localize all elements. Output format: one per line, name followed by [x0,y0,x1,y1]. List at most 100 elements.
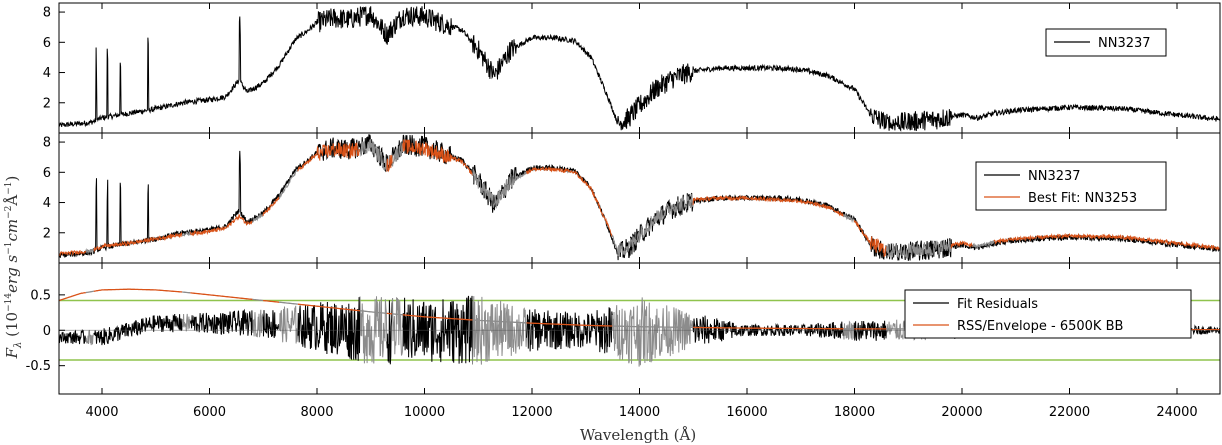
ytick-label-1-3: 8 [43,136,51,151]
series-line-1-seg-14 [526,166,613,238]
residual-line-seg-8 [297,296,361,361]
y-label-close: ) [3,176,21,182]
legend-0: NN3237 [1045,28,1167,57]
series-line-1-seg-3 [182,291,191,294]
panel-best-fit: 2 4 6 8 NN3237 Best Fit: NN3253 [43,132,1221,264]
residual-line-seg-0 [59,328,87,345]
ytick-label-0-1: 4 [43,66,51,81]
series-line-1-seg-0 [59,249,87,257]
series-line-1-seg-7 [278,168,299,200]
legend-2: Fit Residuals RSS/Envelope - 6500K BB [904,289,1192,339]
y-label-exp14: −14 [4,293,14,312]
series-line-1-seg-15 [611,193,694,257]
y-label-exp1: −1 [4,242,14,255]
residual-line-seg-4 [189,308,253,336]
ytick-label-2-2: 0.5 [30,288,51,303]
xtick-label-8: 20000 [941,405,982,420]
legend-label-1-0: NN3237 [1028,169,1081,184]
series-line-1-seg-8 [297,142,361,172]
series-line-1-seg-7 [278,301,299,305]
xtick-label-5: 14000 [619,405,660,420]
ytick-label-2-0: -0.5 [26,359,51,374]
residual-line-seg-7 [278,305,299,344]
legend-label-1-1: Best Fit: NN3253 [1028,191,1137,206]
residual-line-seg-18 [853,320,887,342]
xtick-label-4: 12000 [511,405,552,420]
residual-line-seg-2 [93,313,183,346]
series-line-1-seg-3 [181,230,191,237]
y-label-lambda: λ [13,342,24,349]
xtick-label-3: 10000 [404,405,445,420]
xtick-label-6: 16000 [726,405,767,420]
plot-area-0 [59,6,1220,132]
series-line-1-seg-12 [402,139,473,176]
series-line-1-seg-15 [612,325,694,329]
panel-residuals: -0.5 0 0.5 4000 6000 8000 10000 12000 14000 16000… [26,262,1221,420]
series-line-1-seg-16 [693,326,844,330]
residual-line-seg-15 [611,297,694,367]
series-line-1-seg-0 [59,291,86,302]
series-line-1-seg-2 [93,232,183,253]
residual-line-seg-14 [526,307,613,354]
y-axis-label: Fλ (10−14erg s−1cm−2Å−1) [3,176,24,360]
series-line-1-seg-16 [692,194,845,218]
ytick-label-1-2: 6 [43,166,51,181]
series-line-1-seg-11 [391,313,403,316]
series-line-1-seg-12 [402,314,473,321]
series-line-1-seg-4 [190,292,253,301]
y-label-exp2: −2 [4,206,14,219]
panel-frame-0 [58,2,1221,134]
series-line-1-seg-6 [262,196,280,217]
legend-1: NN3237 Best Fit: NN3253 [975,161,1167,211]
residual-line-seg-1 [85,329,95,346]
residual-line-seg-9 [359,296,388,364]
series-line-1-seg-22 [993,232,1220,251]
legend-label-0-0: NN3237 [1098,36,1151,51]
residual-line-seg-5 [251,309,264,338]
series-line-1-seg-4 [189,214,253,237]
legend-label-2-1: RSS/Envelope - 6500K BB [957,319,1123,334]
series-line-1-seg-10 [386,312,393,315]
plot-area-1 [59,134,1220,261]
series-line-1-seg-19 [885,239,952,259]
xtick-label-1: 6000 [193,405,226,420]
xtick-label-9: 22000 [1049,405,1090,420]
series-line-0-seg-0 [59,6,1220,132]
legend-box-1 [975,161,1167,211]
residual-line-seg-10 [386,300,393,365]
residual-line-seg-12 [402,295,473,365]
ytick-label-1-0: 2 [43,226,51,241]
legend-label-2-0: Fit Residuals [957,297,1038,312]
y-label-cm: cm [3,219,21,242]
series-line-1-seg-6 [262,299,280,303]
series-line-1-seg-20 [950,240,973,249]
residual-line-seg-17 [843,320,855,340]
series-line-1-seg-17 [843,213,855,224]
ytick-label-0-3: 8 [43,6,51,21]
panel-observed-spectrum: 2 4 6 8 NN3237 [43,2,1221,134]
residual-line-seg-6 [262,310,280,339]
series-line-1-seg-13 [472,168,527,209]
series-line-1-seg-1 [85,247,95,255]
legend-box-2 [904,289,1192,339]
y-label-open: (10 [3,312,21,342]
ytick-label-0-2: 6 [43,36,51,51]
y-label-f: F [3,347,21,359]
residual-line-seg-11 [391,297,404,356]
series-line-1-seg-8 [297,303,360,312]
series-line-1-seg-13 [472,319,527,324]
series-line-1-seg-10 [386,155,393,173]
ytick-label-1-1: 4 [43,196,51,211]
ytick-label-0-0: 2 [43,96,51,111]
series-line-1-seg-5 [251,213,264,224]
residual-line-seg-16 [692,315,844,344]
residual-line-seg-3 [181,313,191,332]
series-line-1-seg-2 [93,288,183,293]
series-line-1-seg-11 [391,141,404,167]
series-line-1-seg-1 [85,290,94,294]
series-line-1-seg-14 [526,322,613,327]
xtick-label-0: 4000 [85,405,118,420]
y-label-exp3: −1 [4,181,14,194]
series-line-1-seg-9 [359,310,387,314]
